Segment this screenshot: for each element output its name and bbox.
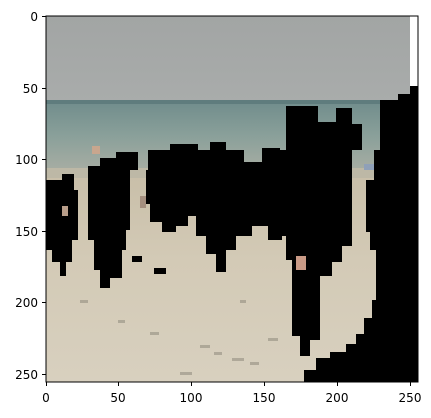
y-tick-label: 0 xyxy=(30,10,38,24)
x-tick-label: 250 xyxy=(399,391,422,405)
x-axis xyxy=(46,382,411,386)
photo xyxy=(46,16,418,382)
y-tick-label: 100 xyxy=(15,153,38,167)
sky-region xyxy=(46,16,418,102)
x-tick-label: 150 xyxy=(253,391,276,405)
x-tick-label: 100 xyxy=(180,391,203,405)
y-tick-label: 50 xyxy=(23,82,38,96)
horizon-line xyxy=(46,100,418,104)
right-edge-strip xyxy=(410,16,418,86)
x-tick-label: 50 xyxy=(110,391,125,405)
x-tick-label: 200 xyxy=(326,391,349,405)
y-tick-label: 150 xyxy=(15,225,38,239)
x-tick-labels: 0 50 100 150 200 250 xyxy=(42,391,421,405)
y-axis xyxy=(42,16,46,375)
x-tick-label: 0 xyxy=(42,391,50,405)
y-tick-label: 250 xyxy=(15,368,38,382)
y-tick-labels: 0 50 100 150 200 250 xyxy=(15,10,38,382)
sand-marks xyxy=(80,300,278,375)
occlusion-masks xyxy=(46,86,418,382)
image-frame xyxy=(45,15,419,383)
y-tick-label: 200 xyxy=(15,296,38,310)
visible-details xyxy=(62,146,374,270)
